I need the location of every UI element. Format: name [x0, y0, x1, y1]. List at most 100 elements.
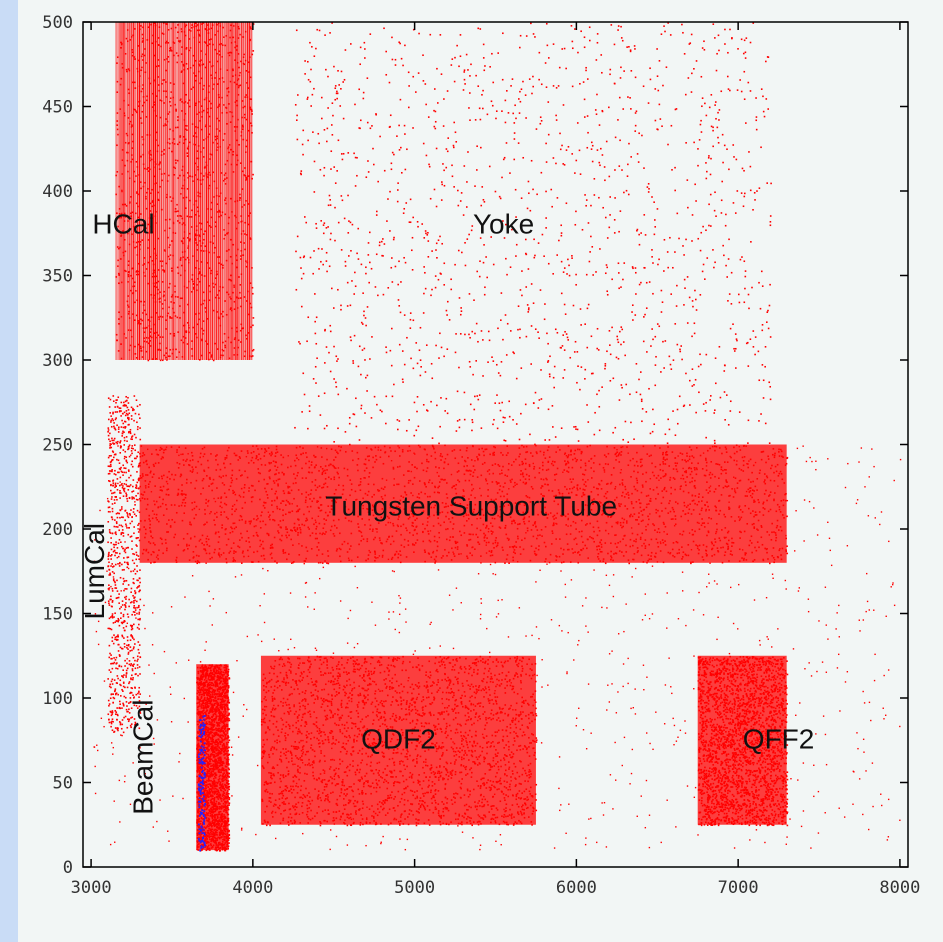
hit-point — [419, 374, 422, 377]
hit-point — [143, 54, 146, 57]
hit-point — [769, 398, 772, 401]
hit-point — [474, 548, 476, 550]
hit-point — [141, 136, 143, 138]
hit-point — [237, 25, 240, 28]
hit-point — [593, 433, 596, 436]
hit-point — [555, 119, 558, 121]
hit-point — [673, 510, 675, 513]
hit-point — [295, 119, 298, 122]
hit-point — [427, 240, 430, 242]
hit-point — [213, 180, 216, 183]
hit-point — [243, 486, 246, 489]
hit-point — [151, 476, 154, 478]
hit-point — [136, 67, 139, 70]
hit-point — [194, 174, 197, 176]
hit-point — [176, 215, 179, 217]
hit-point — [611, 278, 613, 281]
hit-point — [588, 460, 590, 462]
hit-point — [432, 446, 435, 448]
hit-point — [318, 470, 320, 472]
hit-point — [409, 312, 412, 314]
hit-point — [150, 553, 153, 556]
hit-point — [138, 59, 140, 62]
hit-point — [699, 353, 701, 356]
hit-point — [248, 490, 250, 492]
hit-point — [729, 494, 731, 497]
hit-point — [423, 237, 426, 239]
hit-point — [708, 203, 710, 206]
hit-point — [229, 80, 232, 83]
hit-point — [139, 323, 142, 325]
hit-point — [235, 326, 238, 329]
hit-point — [210, 208, 212, 211]
hit-point — [680, 345, 683, 347]
hit-point — [631, 532, 634, 535]
hit-point — [655, 355, 657, 358]
hit-point — [135, 110, 137, 112]
hit-point — [730, 515, 733, 518]
hit-point — [220, 514, 222, 516]
hit-point — [551, 532, 554, 535]
hit-point — [161, 477, 164, 480]
hit-point — [161, 542, 164, 545]
hit-point — [724, 418, 726, 421]
hit-point — [212, 242, 214, 245]
hit-point — [746, 495, 748, 497]
hit-point — [195, 75, 198, 77]
hit-point — [408, 470, 410, 472]
hit-point — [648, 558, 651, 561]
hit-point — [363, 469, 366, 472]
hit-point — [527, 311, 530, 313]
hit-point — [193, 143, 196, 146]
hit-point — [497, 372, 500, 374]
hit-point — [550, 462, 553, 465]
hit-point — [163, 153, 165, 155]
hit-point — [491, 554, 494, 557]
hit-point — [520, 197, 523, 199]
hit-point — [115, 174, 117, 177]
hit-point — [163, 58, 166, 61]
hit-point — [617, 262, 620, 265]
hit-point — [558, 555, 561, 558]
hit-point — [596, 501, 599, 503]
hit-point — [199, 179, 202, 181]
hit-point — [615, 521, 618, 524]
hit-point — [168, 282, 171, 285]
hit-point — [595, 59, 598, 61]
hit-point — [578, 149, 581, 152]
hit-point — [334, 87, 337, 90]
hit-point — [601, 71, 603, 74]
hit-point — [277, 478, 280, 481]
hit-point — [143, 257, 146, 259]
hit-point — [181, 297, 183, 300]
hit-point — [770, 182, 772, 185]
hit-point — [134, 227, 136, 230]
hit-point — [217, 146, 219, 149]
hit-point — [768, 495, 770, 497]
hit-point — [220, 313, 222, 315]
hit-point — [231, 474, 234, 477]
hit-point — [181, 490, 183, 492]
hit-point — [724, 446, 727, 449]
hit-point — [543, 451, 545, 454]
hit-point — [728, 168, 730, 171]
hit-point — [546, 44, 549, 47]
hit-point — [182, 324, 185, 327]
hit-point — [616, 338, 619, 341]
hit-point — [189, 47, 192, 49]
hit-point — [248, 313, 250, 316]
hit-point — [389, 230, 391, 232]
hit-point — [727, 423, 730, 426]
hit-point — [344, 49, 347, 51]
hit-point — [233, 347, 236, 349]
hit-point — [179, 174, 181, 177]
hit-point — [145, 459, 148, 462]
hit-point — [424, 287, 427, 290]
hit-point — [478, 107, 481, 110]
hit-point — [511, 228, 513, 231]
hit-point — [229, 197, 232, 200]
hit-point — [639, 538, 642, 541]
hit-point — [523, 446, 525, 448]
hit-point — [705, 489, 708, 491]
hit-point — [589, 535, 591, 538]
